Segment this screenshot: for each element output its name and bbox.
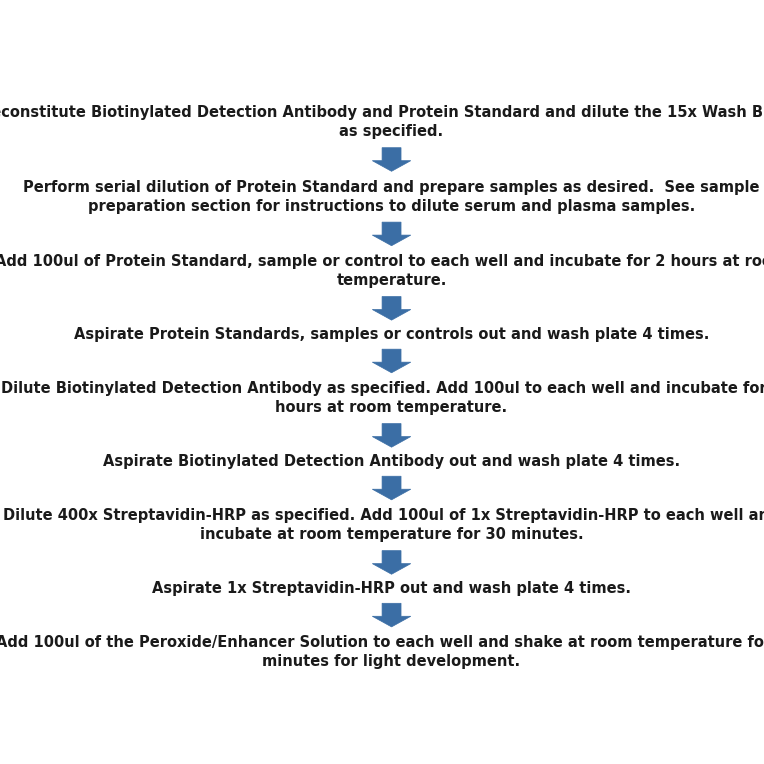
Text: Add 100ul of Protein Standard, sample or control to each well and incubate for 2: Add 100ul of Protein Standard, sample or… <box>0 254 764 288</box>
Text: Perform serial dilution of Protein Standard and prepare samples as desired.  See: Perform serial dilution of Protein Stand… <box>23 180 760 214</box>
Text: Aspirate 1x Streptavidin-HRP out and wash plate 4 times.: Aspirate 1x Streptavidin-HRP out and was… <box>152 581 631 596</box>
Text: Reconstitute Biotinylated Detection Antibody and Protein Standard and dilute the: Reconstitute Biotinylated Detection Anti… <box>0 105 764 139</box>
Polygon shape <box>372 296 411 320</box>
Polygon shape <box>372 604 411 627</box>
Polygon shape <box>372 551 411 575</box>
Text: Add 100ul of the Peroxide/Enhancer Solution to each well and shake at room tempe: Add 100ul of the Peroxide/Enhancer Solut… <box>0 635 764 669</box>
Text: Dilute Biotinylated Detection Antibody as specified. Add 100ul to each well and : Dilute Biotinylated Detection Antibody a… <box>1 381 764 416</box>
Text: Dilute 400x Streptavidin-HRP as specified. Add 100ul of 1x Streptavidin-HRP to e: Dilute 400x Streptavidin-HRP as specifie… <box>3 508 764 542</box>
Polygon shape <box>372 349 411 373</box>
Polygon shape <box>372 476 411 500</box>
Text: Aspirate Protein Standards, samples or controls out and wash plate 4 times.: Aspirate Protein Standards, samples or c… <box>74 327 709 342</box>
Polygon shape <box>372 423 411 447</box>
Polygon shape <box>372 147 411 171</box>
Polygon shape <box>372 222 411 246</box>
Text: Aspirate Biotinylated Detection Antibody out and wash plate 4 times.: Aspirate Biotinylated Detection Antibody… <box>103 455 680 469</box>
